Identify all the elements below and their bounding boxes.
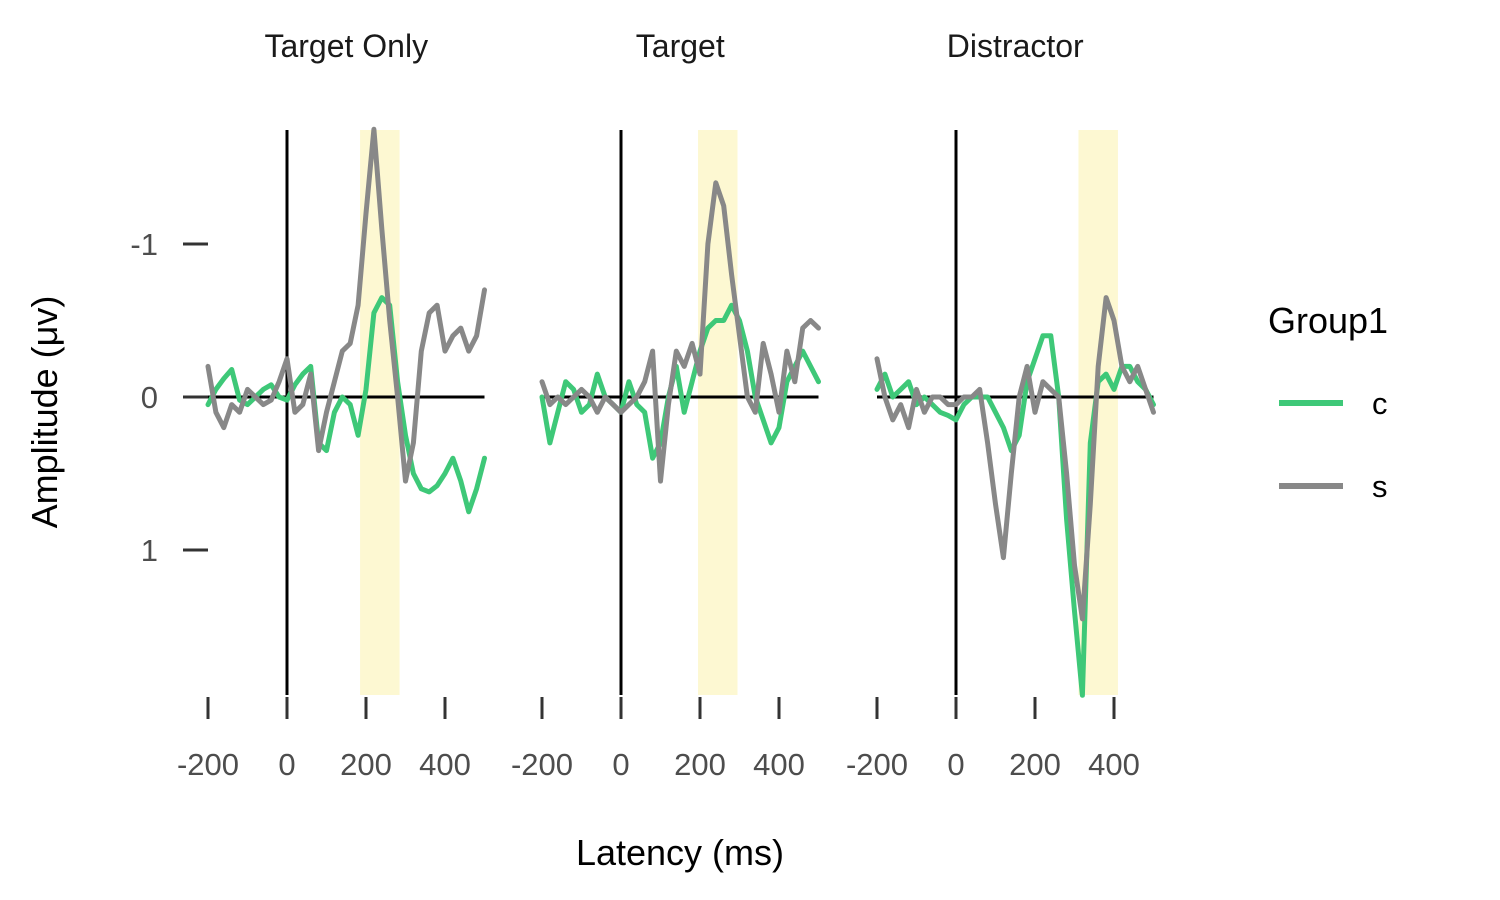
- x-tick-label: 200: [1009, 747, 1061, 782]
- x-tick-label: 400: [419, 747, 471, 782]
- highlight-window: [698, 130, 738, 695]
- y-axis-ticks: -1 0 1: [130, 227, 208, 568]
- x-tick-label: 0: [947, 747, 964, 782]
- x-tick-label: 400: [1088, 747, 1140, 782]
- panel-0: Target Only -200 0 200 400: [177, 28, 487, 782]
- legend-title: Group1: [1268, 300, 1388, 341]
- panel-2: Distractor -200 0 200 400: [846, 28, 1156, 782]
- legend-item-c: c: [1279, 386, 1388, 421]
- x-tick-label: 400: [753, 747, 805, 782]
- series-line-s: [539, 180, 821, 484]
- y-tick-label: -1: [130, 227, 158, 262]
- x-tick-label: 0: [612, 747, 629, 782]
- legend: Group1 cs: [1268, 300, 1388, 504]
- legend-item-s: s: [1279, 469, 1388, 504]
- legend-label: s: [1372, 469, 1388, 504]
- panel-title: Distractor: [947, 28, 1084, 64]
- y-tick-label: 1: [141, 533, 158, 568]
- legend-entries: cs: [1279, 386, 1388, 504]
- series-line-s: [874, 295, 1156, 622]
- y-axis-title: Amplitude (μv): [24, 296, 65, 529]
- x-tick-label: -200: [177, 747, 239, 782]
- panel-title: Target Only: [264, 28, 428, 64]
- x-tick-label: 200: [340, 747, 392, 782]
- legend-label: c: [1372, 386, 1388, 421]
- x-tick-label: 200: [674, 747, 726, 782]
- y-axis: -1 0 1 Amplitude (μv): [24, 227, 208, 568]
- panel-title: Target: [636, 28, 725, 64]
- y-tick-label: 0: [141, 380, 158, 415]
- panel-1: Target -200 0 200 400: [511, 28, 821, 782]
- x-axis-title: Latency (ms): [576, 832, 784, 873]
- x-tick-label: -200: [846, 747, 908, 782]
- x-tick-label: 0: [278, 747, 295, 782]
- series-line-c: [539, 302, 821, 461]
- x-tick-label: -200: [511, 747, 573, 782]
- series-line-s: [205, 126, 487, 484]
